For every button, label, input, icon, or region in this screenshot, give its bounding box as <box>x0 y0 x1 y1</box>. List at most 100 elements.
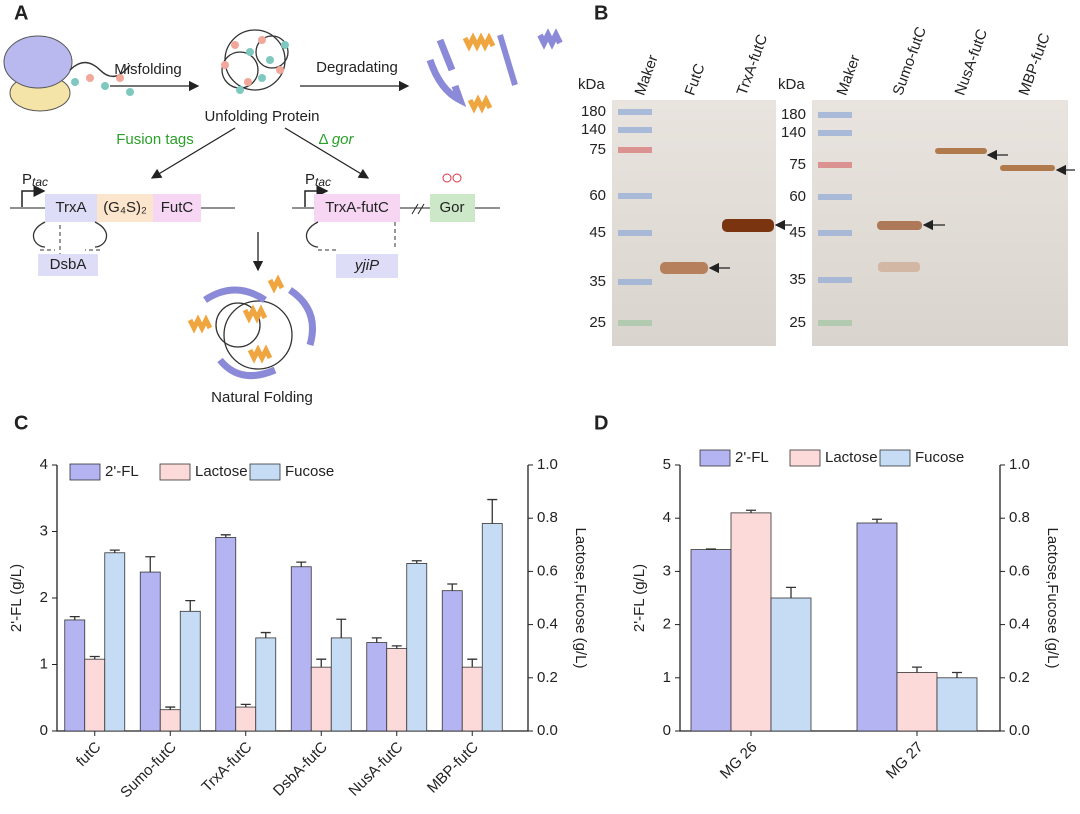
lane-label: MBP-futC <box>1016 31 1054 98</box>
error-bar <box>746 509 756 513</box>
panel-a-art <box>266 56 274 64</box>
promoter: Ptac <box>305 171 331 189</box>
label: Δ gor <box>318 131 354 148</box>
marker-band <box>618 193 652 199</box>
marker-label: 35 <box>789 271 806 288</box>
legend-label: 2'-FL <box>105 463 139 480</box>
label: Degradating <box>316 59 398 76</box>
label: P <box>305 171 315 188</box>
marker-label: 45 <box>589 224 606 241</box>
y-axis-label: 2'-FL (g/L) <box>631 564 648 632</box>
bar <box>481 523 503 732</box>
y2-tick-label: 1.0 <box>537 456 558 473</box>
y2-tick-label: 0.4 <box>537 616 558 633</box>
panel-a-art <box>442 173 452 183</box>
marker-label: 60 <box>589 187 606 204</box>
panel-a-art <box>101 82 109 90</box>
y2-tick-label: 0.4 <box>1009 616 1030 633</box>
error-bar <box>69 615 80 620</box>
gene-box: FutC <box>161 199 194 216</box>
panel-a-art <box>305 221 319 248</box>
y-tick-label: 3 <box>40 522 48 539</box>
panel-a-art <box>21 185 46 207</box>
legend-swatch <box>159 463 191 481</box>
y2-tick-label: 1.0 <box>1009 456 1030 473</box>
y2-tick-label: 0.8 <box>537 509 558 526</box>
label: Fusion tags <box>116 131 194 148</box>
bar <box>84 658 106 732</box>
bar <box>215 537 237 732</box>
bar <box>179 610 201 732</box>
panel-a-art <box>246 48 254 56</box>
panel-a-art <box>215 302 261 348</box>
legend-label: 2'-FL <box>735 449 769 466</box>
panel-a-art <box>3 35 73 89</box>
panel-a-art <box>236 41 289 94</box>
marker-label: 75 <box>789 156 806 173</box>
y-tick-label: 5 <box>663 456 671 473</box>
bar <box>310 666 332 732</box>
x-tick-label: Sumo-futC <box>117 739 180 802</box>
error-bar <box>371 637 382 643</box>
error-bar <box>240 703 251 708</box>
panel-a-art <box>116 74 124 82</box>
marker-label: 60 <box>789 188 806 205</box>
unit: kDa <box>778 76 805 93</box>
gene-box: TrxA-futC <box>325 199 389 216</box>
panel-a-art <box>215 300 293 370</box>
y-axis-label: 2'-FL (g/L) <box>8 564 25 632</box>
panel-a-art <box>244 78 252 86</box>
error-bar <box>165 706 176 710</box>
gel <box>812 100 1068 346</box>
panel-a-art <box>3 28 563 380</box>
y-tick-label: 2 <box>663 616 671 633</box>
gene-box: (G₄S)₂ <box>103 199 147 216</box>
label: P <box>22 171 32 188</box>
error-bar <box>706 548 716 550</box>
bar <box>406 563 428 732</box>
y2-tick-label: 0.2 <box>1009 669 1030 686</box>
y2-tick-label: 0.8 <box>1009 509 1030 526</box>
x-tick-label: NusA-futC <box>345 738 406 799</box>
legend-swatch <box>69 463 101 481</box>
y2-tick-label: 0.0 <box>537 722 558 739</box>
panel-letter: B <box>594 2 608 24</box>
bar <box>290 566 312 732</box>
marker-label: 35 <box>589 273 606 290</box>
y2-axis-label: Lactose,Fucose (g/L) <box>1044 528 1061 669</box>
marker-label: 45 <box>789 224 806 241</box>
gel <box>935 148 987 154</box>
gene-box: Gor <box>439 199 464 216</box>
bar <box>690 549 732 732</box>
panel-a-art <box>462 32 496 114</box>
y-tick-label: 0 <box>663 722 671 739</box>
error-bar <box>447 583 458 591</box>
bar <box>255 637 277 732</box>
gel <box>660 262 708 274</box>
marker-label: 25 <box>789 314 806 331</box>
legend-swatch <box>789 449 821 467</box>
gene-box: DsbA <box>50 256 87 273</box>
x-tick-label: MG 26 <box>717 739 761 783</box>
legend-label: Lactose <box>195 463 248 480</box>
y-tick-label: 0 <box>40 722 48 739</box>
marker-label: 25 <box>589 314 606 331</box>
panel-a-art <box>97 194 153 222</box>
x-tick-label: DsbA-futC <box>270 738 331 799</box>
marker-band <box>818 230 852 236</box>
y-tick-label: 1 <box>663 669 671 686</box>
marker-band <box>618 109 652 115</box>
bar <box>896 672 938 732</box>
y-tick-label: 1 <box>40 655 48 672</box>
panel-a-art <box>430 194 475 222</box>
bar <box>159 709 181 732</box>
bar <box>139 571 161 732</box>
lane-label: NusA-futC <box>952 27 992 98</box>
panel-a-art <box>45 194 97 222</box>
error-bar <box>872 518 882 523</box>
error-bar <box>336 618 347 638</box>
legend-swatch <box>699 449 731 467</box>
gene-box: yjiP <box>354 257 379 274</box>
gel <box>877 221 922 230</box>
panel-a-art <box>203 286 316 380</box>
